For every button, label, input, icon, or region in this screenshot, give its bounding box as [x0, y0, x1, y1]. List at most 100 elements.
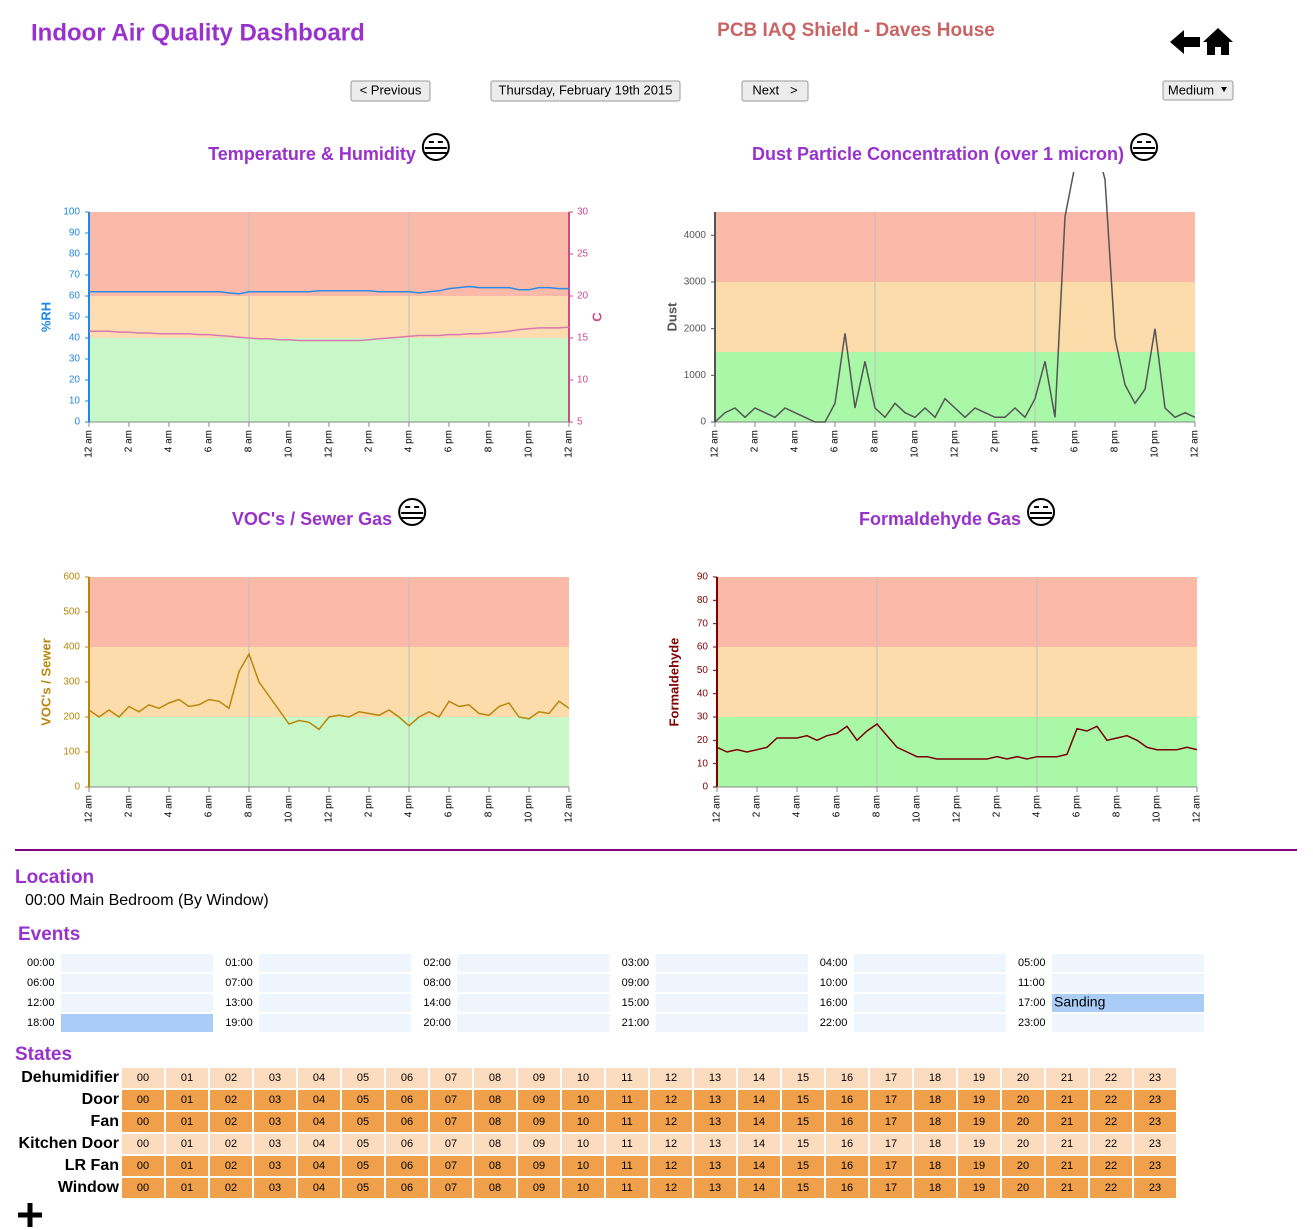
state-hour: 19 — [973, 1138, 985, 1150]
x-tick-label: 6 am — [830, 430, 841, 452]
event-time: 23:00 — [1018, 1017, 1046, 1029]
zoom-select[interactable]: Medium — [1162, 80, 1234, 101]
state-hour: 06 — [401, 1094, 413, 1106]
state-hour: 07 — [445, 1094, 457, 1106]
zone-band — [717, 647, 1197, 717]
previous-button[interactable]: < Previous — [350, 80, 431, 102]
zone-band — [89, 717, 569, 787]
state-cell — [870, 1156, 912, 1176]
next-button[interactable]: Next > — [741, 80, 809, 102]
event-time: 00:00 — [27, 957, 55, 969]
state-hour: 21 — [1061, 1138, 1073, 1150]
state-cell — [738, 1156, 780, 1176]
event-slot — [853, 994, 1006, 1012]
state-hour: 12 — [665, 1160, 677, 1172]
y2-axis-label: C — [589, 312, 604, 322]
state-cell — [1134, 1068, 1176, 1088]
state-hour: 05 — [357, 1160, 369, 1172]
state-hour: 04 — [313, 1072, 325, 1084]
state-hour: 20 — [1017, 1160, 1029, 1172]
state-cell — [474, 1156, 516, 1176]
state-hour: 21 — [1061, 1160, 1073, 1172]
state-hour: 13 — [709, 1160, 721, 1172]
data-line — [715, 172, 1195, 423]
zone-band — [715, 282, 1195, 352]
y-tick-label: 200 — [63, 712, 80, 723]
state-hour: 18 — [929, 1116, 941, 1128]
state-cell — [1134, 1134, 1176, 1154]
icon-mask — [424, 141, 447, 154]
state-cell — [122, 1090, 164, 1110]
state-hour: 00 — [137, 1116, 149, 1128]
state-hour: 08 — [489, 1138, 501, 1150]
button-label: Next > — [752, 82, 797, 97]
state-hour: 18 — [929, 1094, 941, 1106]
state-cell — [1046, 1178, 1088, 1198]
add-icon[interactable] — [18, 1203, 42, 1227]
state-hour: 11 — [621, 1072, 632, 1084]
state-hour: 09 — [533, 1182, 545, 1194]
state-cell — [738, 1134, 780, 1154]
state-hour: 12 — [665, 1182, 677, 1194]
state-hour: 22 — [1105, 1160, 1117, 1172]
y-tick-label: 70 — [697, 618, 709, 629]
state-hour: 17 — [885, 1116, 897, 1128]
state-cell — [342, 1068, 384, 1088]
state-cell — [914, 1178, 956, 1198]
state-hour: 10 — [577, 1182, 589, 1194]
state-cell — [518, 1134, 560, 1154]
state-cell — [782, 1156, 824, 1176]
event-slot — [259, 1014, 412, 1032]
state-cell — [914, 1156, 956, 1176]
y-tick-label: 20 — [69, 375, 81, 386]
zone-band — [715, 352, 1195, 422]
date-button[interactable]: Thursday, February 19th 2015 — [490, 80, 681, 102]
state-cell — [342, 1112, 384, 1132]
state-cell — [826, 1112, 868, 1132]
home-icon[interactable] — [1203, 28, 1233, 55]
state-cell — [386, 1068, 428, 1088]
state-hour: 04 — [313, 1116, 325, 1128]
state-cell — [1090, 1134, 1132, 1154]
state-hour: 23 — [1149, 1182, 1161, 1194]
state-cell — [562, 1134, 604, 1154]
state-cell — [386, 1112, 428, 1132]
state-hour: 06 — [401, 1138, 413, 1150]
y-tick-label: 0 — [74, 417, 80, 428]
y-tick-label: 100 — [63, 747, 80, 758]
event-text: Sanding — [1054, 994, 1105, 1010]
state-cell — [782, 1178, 824, 1198]
event-time: 17:00 — [1018, 997, 1046, 1009]
state-hour: 05 — [357, 1094, 369, 1106]
y2-tick-label: 20 — [577, 291, 589, 302]
y-tick-label: 50 — [69, 312, 81, 323]
state-cell — [474, 1068, 516, 1088]
x-tick-label: 12 am — [1192, 795, 1203, 823]
y-tick-label: 60 — [697, 642, 709, 653]
state-cell — [958, 1090, 1000, 1110]
state-hour: 08 — [489, 1182, 501, 1194]
state-hour: 07 — [445, 1160, 457, 1172]
state-cell — [298, 1156, 340, 1176]
back-icon[interactable] — [1170, 30, 1200, 54]
state-cell — [826, 1090, 868, 1110]
state-cell — [694, 1156, 736, 1176]
location-heading: Location — [15, 867, 94, 888]
event-slot — [61, 974, 213, 992]
page-subtitle: PCB IAQ Shield - Daves House — [717, 20, 995, 41]
state-cell — [914, 1090, 956, 1110]
event-slot — [61, 994, 213, 1012]
state-cell — [1090, 1156, 1132, 1176]
state-cell — [958, 1112, 1000, 1132]
x-tick-label: 12 pm — [950, 430, 961, 458]
event-slot — [1052, 994, 1204, 1012]
x-tick-label: 8 am — [244, 795, 255, 817]
state-hour: 11 — [621, 1094, 632, 1106]
x-tick-label: 4 am — [790, 430, 801, 452]
state-hour: 03 — [269, 1094, 281, 1106]
event-slot — [61, 1014, 213, 1032]
state-cell — [870, 1178, 912, 1198]
state-hour: 15 — [797, 1182, 809, 1194]
state-cell — [122, 1068, 164, 1088]
event-time: 22:00 — [820, 1017, 848, 1029]
